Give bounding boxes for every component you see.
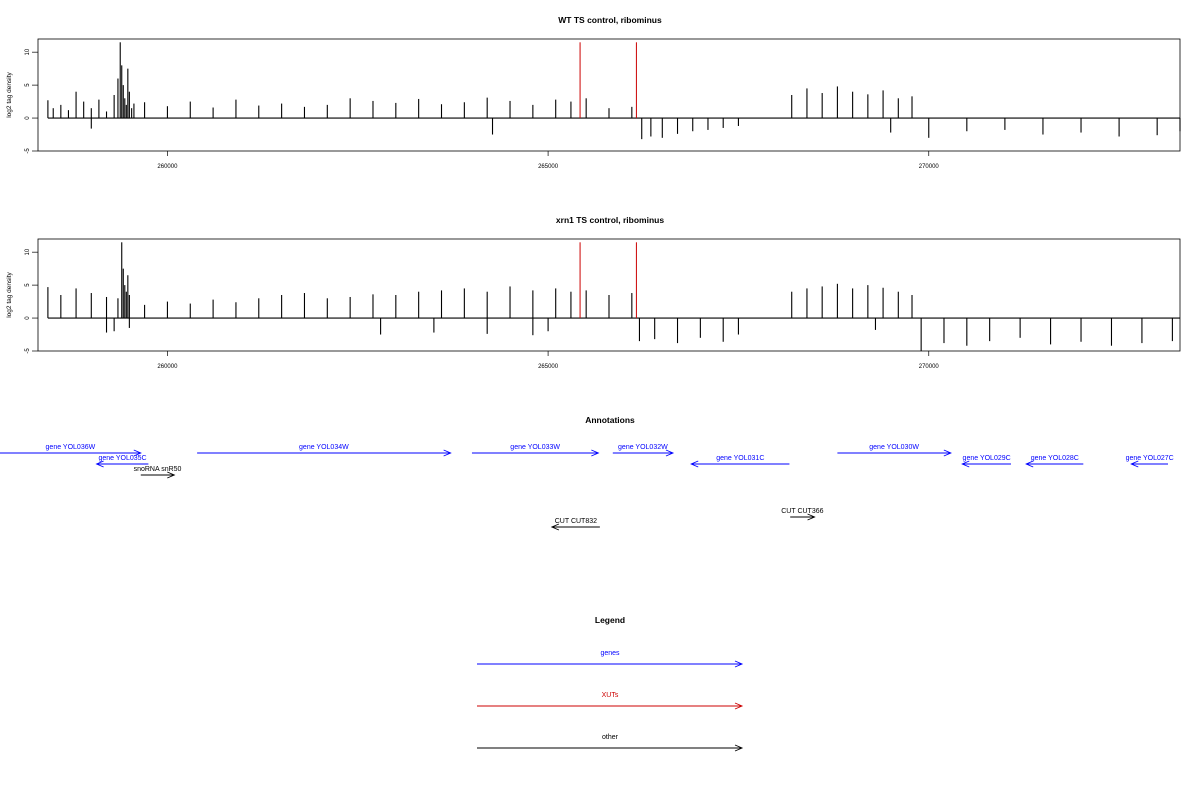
gene-feature: gene YOL028C (1025, 455, 1084, 468)
gene-feature: gene YOL027C (1126, 455, 1174, 468)
xrn1-density-bars (47, 242, 1180, 351)
x-tick-label: 260000 (157, 164, 178, 170)
feature-arrow-head (550, 523, 560, 531)
x-tick-label: 260000 (157, 364, 178, 370)
y-tick-label: 5 (25, 283, 31, 287)
xrn1-y-axis-label: log2 tag density (6, 271, 13, 317)
feature-label: gene YOL033W (510, 444, 560, 451)
feature-label: snoRNA snR50 (134, 466, 182, 473)
legend-title: Legend (595, 615, 625, 625)
y-tick-label: -5 (25, 148, 31, 154)
x-tick-label: 270000 (919, 164, 940, 170)
feature-label: gene YOL027C (1126, 455, 1174, 462)
other-feature: CUT CUT366 (781, 508, 824, 521)
legend-label: genes (600, 650, 620, 657)
wt-y-axis-label: log2 tag density (6, 71, 13, 117)
feature-label: gene YOL035C (98, 455, 146, 462)
legend-arrow-head (734, 660, 744, 668)
wt-track-panel: WT TS control, ribominus log2 tag densit… (6, 15, 1181, 170)
legend-panel: Legend genes XUTs other (477, 615, 744, 752)
other-feature: CUT CUT832 (550, 518, 600, 531)
wt-y-axis: -5 0 5 10 (25, 48, 38, 154)
feature-arrow-head (1025, 460, 1034, 468)
feature-arrow-head (1130, 460, 1139, 468)
wt-density-bars (47, 42, 1181, 140)
gene-feature: gene YOL030W (837, 444, 952, 457)
gene-feature: gene YOL032W (612, 444, 675, 457)
legend-entry-xuts: XUTs (477, 692, 744, 710)
y-tick-label: 0 (25, 116, 31, 120)
feature-label: CUT CUT366 (781, 508, 823, 515)
wt-x-axis: 260000 265000 270000 (157, 151, 939, 170)
feature-label: gene YOL034W (299, 444, 349, 451)
y-tick-label: 10 (25, 48, 31, 55)
xrn1-x-axis: 260000 265000 270000 (157, 351, 939, 370)
feature-arrow-head (591, 449, 600, 457)
legend-entry-genes: genes (477, 650, 744, 668)
legend-label: other (602, 734, 619, 741)
gene-feature: gene YOL035C (95, 455, 149, 468)
legend-entries: genes XUTs other (477, 650, 744, 752)
xrn1-track-title: xrn1 TS control, ribominus (556, 215, 664, 225)
feature-label: gene YOL032W (618, 444, 668, 451)
gene-feature: gene YOL029C (961, 455, 1011, 468)
x-tick-label: 270000 (919, 364, 940, 370)
feature-arrow-head (443, 449, 452, 457)
wt-track-title: WT TS control, ribominus (558, 15, 662, 25)
feature-label: CUT CUT832 (555, 518, 597, 525)
feature-arrow-head (943, 449, 952, 457)
y-tick-label: 0 (25, 316, 31, 320)
xrn1-y-axis: -5 0 5 10 (25, 248, 38, 354)
feature-arrow-head (961, 460, 970, 468)
legend-arrow-head (734, 744, 744, 752)
x-tick-label: 265000 (538, 164, 559, 170)
legend-entry-other: other (477, 734, 744, 752)
other-feature: snoRNA snR50 (134, 466, 182, 479)
feature-label: gene YOL030W (869, 444, 919, 451)
feature-arrow-head (665, 449, 675, 457)
feature-arrow-head (690, 460, 699, 468)
gene-feature: gene YOL036W (0, 444, 142, 457)
xrn1-plot-frame (37, 238, 1181, 352)
gene-feature: gene YOL033W (471, 444, 600, 457)
gene-feature: gene YOL031C (690, 455, 790, 468)
y-tick-label: 5 (25, 83, 31, 87)
feature-label: gene YOL031C (716, 455, 764, 462)
feature-label: gene YOL029C (963, 455, 1011, 462)
x-tick-label: 265000 (538, 364, 559, 370)
feature-arrow-head (95, 460, 104, 468)
legend-arrow-head (734, 702, 744, 710)
feature-arrow-head (167, 471, 176, 479)
feature-arrow-head (807, 513, 816, 521)
annotations-title: Annotations (585, 415, 635, 425)
feature-label: gene YOL028C (1031, 455, 1079, 462)
legend-label: XUTs (602, 692, 619, 699)
wt-plot-frame (37, 38, 1181, 152)
feature-label: gene YOL036W (46, 444, 96, 451)
y-tick-label: 10 (25, 248, 31, 255)
feature-arrow-head (133, 449, 142, 457)
gene-feature: gene YOL034W (197, 444, 452, 457)
y-tick-label: -5 (25, 348, 31, 354)
xrn1-track-panel: xrn1 TS control, ribominus log2 tag dens… (6, 215, 1181, 370)
